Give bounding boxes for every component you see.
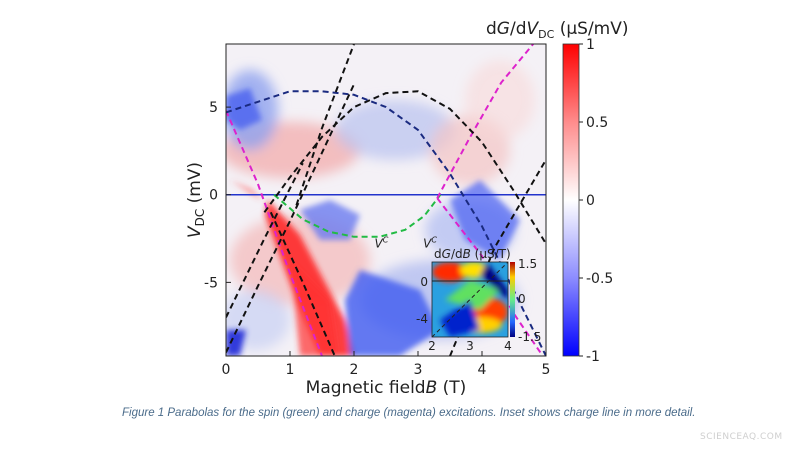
y-tick-label: 0 [209, 188, 218, 204]
annotation-v-c-1: VC [423, 235, 437, 250]
x-tick-label: 4 [478, 362, 487, 378]
x-tick-label: 5 [542, 362, 551, 378]
curve-layer [226, 44, 546, 356]
series-line-charge-2 [436, 44, 534, 199]
colorbar-tick-label: 0.5 [586, 115, 608, 131]
series-line-spin-0 [273, 193, 442, 238]
inset-title-b: B [463, 247, 471, 261]
inset-x-tick-label: 4 [504, 339, 512, 353]
annotation-v-c-0: VC [374, 235, 388, 250]
heatmap [226, 44, 546, 356]
y-axis-label: VDC (mV) [185, 162, 207, 238]
inset-title: dG/dB (µS/T) [434, 247, 511, 261]
y-axis-label-var: V [185, 225, 205, 238]
inset-colorbar [510, 262, 515, 337]
series-line-curve-10 [449, 159, 546, 356]
x-tick-label: 1 [286, 362, 295, 378]
colorbar-ticks: 1 0.5 0 -0.5 -1 [579, 37, 613, 365]
x-tick-label: 0 [222, 362, 231, 378]
title-d2: /d [510, 19, 527, 39]
y-axis: 5 0 -5 [204, 100, 231, 291]
annotation-sup: C [383, 235, 389, 244]
figure-caption: Figure 1 Parabolas for the spin (green) … [122, 407, 696, 419]
inset-colorbar-tick-label: -1.5 [518, 330, 541, 344]
inset-ticks: 2 3 4 0 -4 1.5 0 -1.5 [416, 257, 541, 353]
inset-y-tick-label: 0 [420, 275, 428, 289]
title-d1: d [486, 19, 497, 39]
inset-title-g: G [442, 247, 451, 261]
chart-title: dG/dVDC (µS/mV) [486, 19, 629, 41]
x-axis-label: Magnetic fieldB (T) [306, 378, 467, 398]
y-axis-label-sub: DC [193, 209, 207, 227]
inset-frame [431, 261, 509, 338]
x-tick-label: 2 [350, 362, 359, 378]
colorbar-tick-label: 1 [586, 37, 595, 53]
series-line-charge-1 [226, 110, 323, 356]
colorbar-tick-label: 0 [586, 193, 595, 209]
x-axis-label-var: B [426, 378, 438, 398]
series-line-charge-3 [436, 197, 544, 356]
colorbar-tick-label: -1 [586, 349, 600, 365]
x-axis-label-unit: (T) [437, 378, 466, 398]
series-line-curve-9 [269, 211, 336, 356]
x-tick-label: 3 [414, 362, 423, 378]
y-axis-label-unit: (mV) [185, 162, 205, 209]
annotation-v: V [423, 236, 432, 250]
y-tick-label: -5 [204, 275, 218, 291]
inset-x-tick-label: 2 [428, 339, 436, 353]
inset-colorbar-tick-label: 1.5 [518, 257, 537, 271]
title-v: V [527, 19, 540, 39]
y-tick-label: 5 [209, 100, 218, 116]
x-axis: 0 1 2 3 4 5 [222, 351, 551, 378]
inset-x-tick-label: 3 [466, 339, 474, 353]
annotation-v: V [374, 236, 383, 250]
x-axis-label-text: Magnetic field [306, 378, 426, 398]
series-line-curve-6 [295, 44, 355, 206]
plot-frame [225, 43, 547, 357]
inset: dG/dB (µS/T) 2 3 4 0 -4 1.5 0 -1.5 [416, 247, 541, 353]
annotation-layer: VC VC [374, 235, 437, 250]
inset-title-d2: /d [451, 247, 463, 261]
inset-colorbar-tick-label: 0 [518, 292, 526, 306]
inset-dashed-line [432, 262, 508, 337]
title-g: G [497, 19, 510, 39]
colorbar [562, 43, 580, 357]
inset-y-tick-label: -4 [416, 312, 428, 326]
title-sub: DC [538, 28, 554, 41]
series-line-curve-8 [226, 162, 304, 318]
title-unit: (µS/mV) [554, 19, 628, 39]
inset-title-unit: (µS/T) [471, 247, 511, 261]
series-line-curve-5 [226, 90, 546, 356]
inset-title-d1: d [434, 247, 442, 261]
watermark: SCIENCEAQ.COM [700, 432, 783, 442]
annotation-sup: C [431, 235, 437, 244]
colorbar-tick-label: -0.5 [586, 271, 613, 287]
